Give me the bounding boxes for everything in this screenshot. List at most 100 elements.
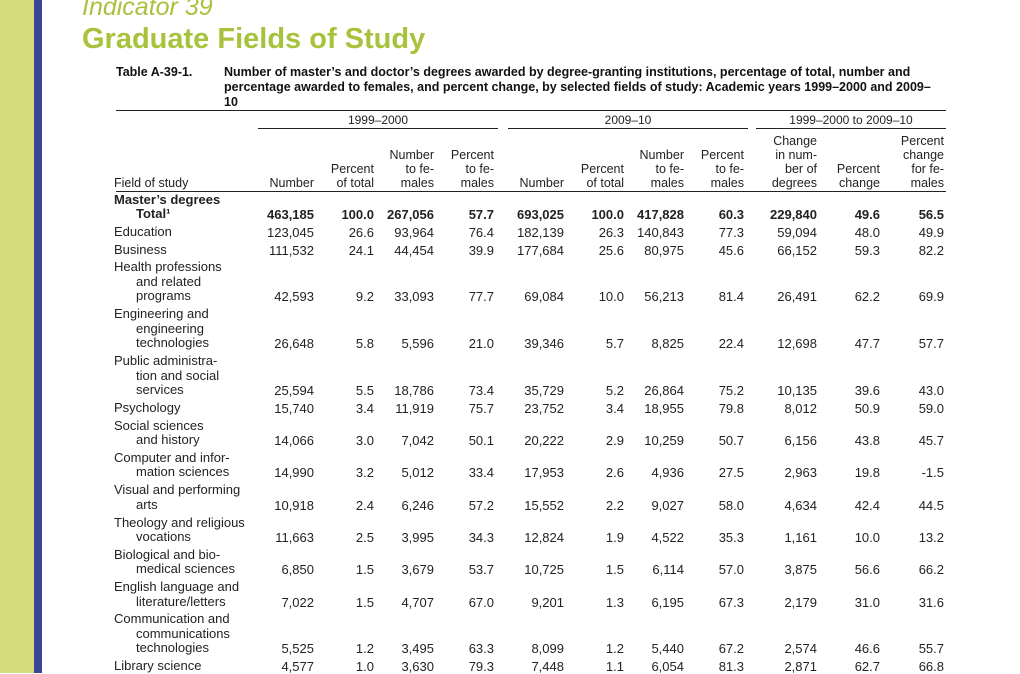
table-cell-c3: 44,454 xyxy=(394,242,434,258)
table-cell-c8: 27.5 xyxy=(718,465,744,481)
header-bottom-rule xyxy=(116,191,946,192)
row-label: Social sciences and history xyxy=(114,417,264,448)
table-cell-c9: 3,875 xyxy=(784,562,817,578)
table-cell-c9: 1,161 xyxy=(784,530,817,545)
group-rule-2009 xyxy=(508,128,748,129)
table-cell-c8: 50.7 xyxy=(718,433,744,449)
table-cell-c5: 12,824 xyxy=(524,530,564,545)
column-header-c7: Number to fe-males xyxy=(624,148,684,190)
column-header-line: to fe- xyxy=(465,162,495,176)
column-header-line: Percent xyxy=(836,162,880,176)
column-header-line: Percent xyxy=(700,148,744,162)
table-cell-c6: 1.5 xyxy=(605,562,624,578)
table-cell-c11: 43.0 xyxy=(918,383,944,398)
table-cell-c4: 76.4 xyxy=(468,224,494,240)
table-cell-c3: 3,495 xyxy=(401,641,434,657)
table-cell-c3: 5,596 xyxy=(401,336,434,352)
table-cell-c8: 81.3 xyxy=(718,659,744,674)
row-label-line: Engineering and xyxy=(114,306,209,322)
row-label: Biological and bio-medical sciences xyxy=(114,547,264,577)
row-label-line: Social sciences xyxy=(114,417,204,433)
table-cell-c8: 57.0 xyxy=(718,562,744,578)
row-label-line: Education xyxy=(114,223,172,239)
table-cell-c10: 59.3 xyxy=(854,242,880,258)
table-cell-c7: 26,864 xyxy=(644,383,684,398)
table-cell-c8: 45.6 xyxy=(718,242,744,258)
row-label-line: vocations xyxy=(136,529,191,544)
column-header-c9: Change in num-ber of degrees xyxy=(747,134,817,190)
table-cell-c1: 7,022 xyxy=(281,594,314,610)
column-header-c10: Percent change xyxy=(820,162,880,190)
table-cell-c5: 15,552 xyxy=(524,497,564,513)
column-header-line: Number xyxy=(519,176,564,190)
table-cell-c11: 56.5 xyxy=(918,207,944,222)
row-label-line: Public administra- xyxy=(114,353,218,368)
table-cell-c5: 7,448 xyxy=(531,659,564,674)
table-cell-c3: 11,919 xyxy=(395,400,434,416)
table-cell-c6: 10.0 xyxy=(598,289,624,305)
table-cell-c1: 10,918 xyxy=(274,497,314,513)
table-cell-c11: -1.5 xyxy=(921,465,944,481)
column-header-line: males xyxy=(650,176,684,190)
row-label-line: Communication and xyxy=(114,611,230,627)
table-cell-c10: 42.4 xyxy=(854,497,880,513)
row-label: Communication and communications technolog… xyxy=(114,612,264,656)
table-cell-c2: 5.5 xyxy=(355,383,374,398)
table-cell-c3: 93,964 xyxy=(394,224,434,240)
table-cell-c2: 5.8 xyxy=(355,336,374,352)
table-cell-c11: 57.7 xyxy=(918,336,944,352)
table-cell-c2: 1.5 xyxy=(355,562,374,578)
table-cell-c8: 22.4 xyxy=(718,336,744,352)
table-cell-c2: 26.6 xyxy=(348,224,374,240)
column-header-c3: Number to fe-males xyxy=(374,148,434,190)
column-header-line: change xyxy=(838,176,880,190)
row-label-line: Business xyxy=(114,241,167,257)
row-label: Visual and performing arts xyxy=(114,483,264,512)
table-cell-c2: 100.0 xyxy=(341,207,374,222)
table-cell-c1: 123,045 xyxy=(267,224,314,240)
column-header-line: to fe- xyxy=(655,162,685,176)
caption-rule xyxy=(116,110,946,111)
table-cell-c10: 47.7 xyxy=(854,336,880,352)
table-cell-c9: 2,179 xyxy=(784,594,817,610)
table-cell-c6: 1.1 xyxy=(605,659,624,674)
column-header-line: Percent xyxy=(580,162,624,176)
table-cell-c2: 1.5 xyxy=(355,594,374,610)
table-caption: Number of master’s and doctor’s degrees … xyxy=(224,65,931,109)
row-label-line: technologies xyxy=(136,640,209,656)
table-cell-c1: 14,990 xyxy=(274,465,314,481)
group-header-change: 1999–2000 to 2009–10 xyxy=(789,113,913,127)
table-cell-c8: 81.4 xyxy=(718,289,744,305)
column-header-line: males xyxy=(910,176,944,190)
table-cell-c9: 66,152 xyxy=(777,242,817,258)
table-cell-c8: 79.8 xyxy=(718,400,744,416)
table-cell-c8: 75.2 xyxy=(718,383,744,398)
table-cell-c7: 80,975 xyxy=(644,242,684,258)
table-cell-c7: 417,828 xyxy=(637,207,684,222)
column-header-line: Change xyxy=(773,134,817,148)
table-cell-c6: 3.4 xyxy=(605,400,624,416)
left-color-band xyxy=(0,0,34,673)
row-label: Public administra-tion and social service… xyxy=(114,353,264,398)
row-label: Computer and infor-mation sciences xyxy=(114,450,264,480)
row-label-line: communications xyxy=(136,625,230,641)
row-label-line: technologies xyxy=(136,335,209,351)
table-cell-c5: 8,099 xyxy=(531,641,564,657)
table-cell-c1: 42,593 xyxy=(274,289,314,305)
table-cell-c10: 31.0 xyxy=(854,594,880,610)
table-cell-c6: 1.3 xyxy=(605,594,624,610)
table-cell-c11: 55.7 xyxy=(918,641,944,657)
table-cell-c10: 39.6 xyxy=(854,383,880,398)
column-header-field: Field of study xyxy=(114,176,189,190)
table-cell-c10: 49.6 xyxy=(854,207,880,222)
table-cell-c9: 12,698 xyxy=(777,336,817,352)
table-cell-c6: 2.2 xyxy=(605,497,624,513)
table-cell-c8: 67.3 xyxy=(718,594,744,610)
table-cell-c2: 3.0 xyxy=(355,433,374,449)
table-cell-c2: 1.0 xyxy=(355,659,374,674)
column-header-c8: Percent to fe-males xyxy=(684,148,744,190)
table-cell-c7: 9,027 xyxy=(651,497,684,513)
row-label-line: Health professions xyxy=(114,259,222,275)
row-label: Theology and religious vocations xyxy=(114,515,264,545)
table-cell-c9: 59,094 xyxy=(777,224,817,240)
